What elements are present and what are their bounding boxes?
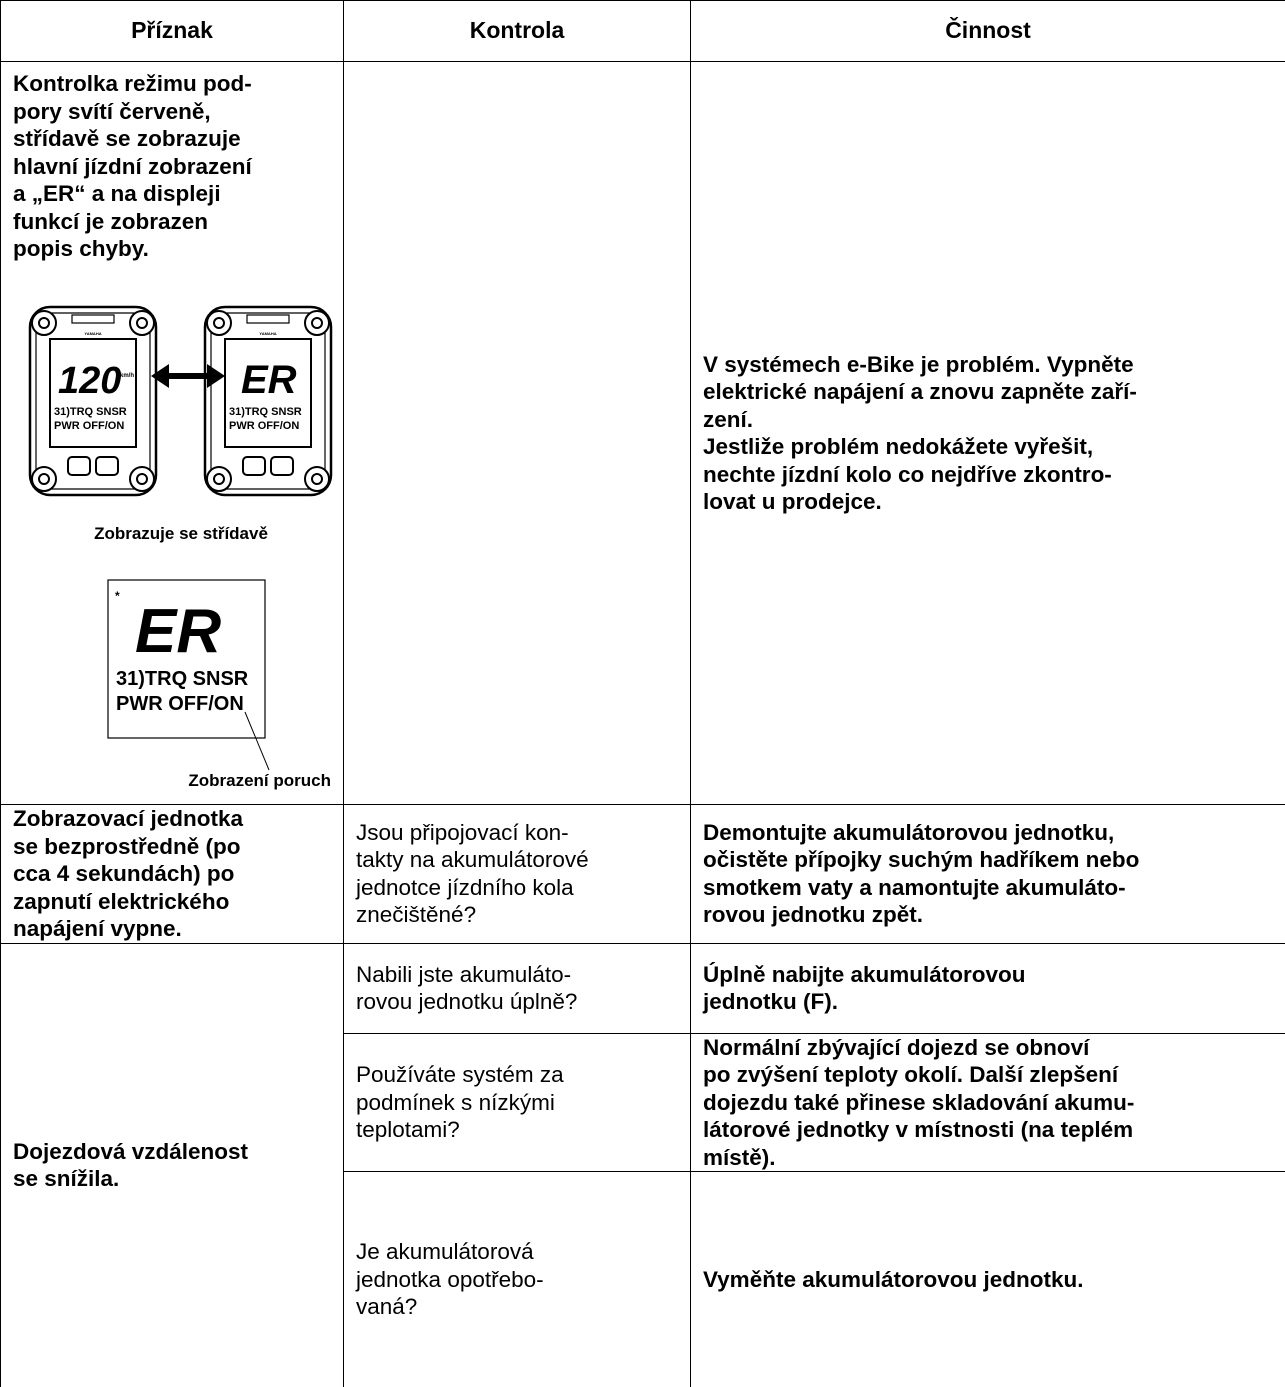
text-line: pory svítí červeně, — [13, 98, 331, 126]
text-line: Vyměňte akumulátorovou jednotku. — [703, 1266, 1273, 1294]
action-cell: Vyměňte akumulátorovou jednotku. — [691, 1172, 1285, 1387]
symptom-content: Kontrolka režimu pod-pory svítí červeně,… — [13, 70, 331, 803]
text-line: hlavní jízdní zobrazení — [13, 153, 331, 181]
check-cell: Nabili jste akumuláto-rovou jednotku úpl… — [344, 943, 691, 1033]
header-cell: Činnost — [691, 1, 1285, 62]
text-line: Jsou připojovací kon- — [356, 819, 678, 847]
text-line: jednotce jízdního kola — [356, 874, 678, 902]
caption: Zobrazuje se střídavě — [94, 524, 268, 543]
text-line: teplotami? — [356, 1116, 678, 1144]
text-line: Zobrazovací jednotka — [13, 805, 331, 833]
text-line: funkcí je zobrazen — [13, 208, 331, 236]
text-line: jednotku (F). — [703, 988, 1273, 1016]
text-line: látorové jednotky v místnosti (na teplém — [703, 1116, 1273, 1144]
page: {"table": { "headers": ["Příznak", "Kont… — [0, 0, 1285, 1349]
message: 31)TRQ SNSR — [116, 668, 249, 690]
brand: YAMAHA — [84, 331, 101, 336]
text-line: smotkem vaty a namontujte akumuláto- — [703, 874, 1273, 902]
text-line: podmínek s nízkými — [356, 1089, 678, 1117]
header-cell: Kontrola — [344, 1, 691, 62]
text-line: vaná? — [356, 1293, 678, 1321]
text-line: Nabili jste akumuláto- — [356, 961, 678, 989]
text-line: po zvýšení teploty okolí. Další zlepšení — [703, 1061, 1273, 1089]
text-line: se snížila. — [13, 1165, 331, 1193]
display-unit: YAMAHA 120 km/h 31)TRQ SNSR PWR OFF/ON — [30, 307, 156, 495]
text-line: zapnutí elektrického — [13, 888, 331, 916]
text-line: Je akumulátorová — [356, 1238, 678, 1266]
text-line: střídavě se zobrazuje — [13, 125, 331, 153]
text-line: zení. — [703, 406, 1273, 434]
text-line: očistěte přípojky suchým hadříkem nebo — [703, 846, 1273, 874]
message: 31)TRQ SNSR — [54, 406, 127, 418]
text-line: rovou jednotku zpět. — [703, 901, 1273, 929]
text-line: Demontujte akumulátorovou jednotku, — [703, 819, 1273, 847]
error-code: ER — [135, 597, 221, 666]
text-line: Dojezdová vzdálenost — [13, 1138, 331, 1166]
speed-unit: km/h — [120, 373, 134, 379]
message: PWR OFF/ON — [54, 420, 124, 432]
header-row: Příznak Kontrola Činnost — [1, 1, 1285, 62]
text-line: Normální zbývající dojezd se obnoví — [703, 1034, 1273, 1062]
brand: YAMAHA — [259, 331, 276, 336]
text-line: napájení vypne. — [13, 915, 331, 943]
header-cell: Příznak — [1, 1, 344, 62]
error-code: ER — [241, 358, 297, 402]
zoomed-display: * ER 31)TRQ SNSR PWR OFF/ON — [108, 580, 269, 770]
text-line: místě). — [703, 1144, 1273, 1172]
message: PWR OFF/ON — [116, 693, 244, 715]
action-cell: Demontujte akumulátorovou jednotku,očist… — [691, 805, 1285, 944]
check-cell — [344, 62, 691, 805]
text-line: a „ER“ a na displeji — [13, 180, 331, 208]
text-line: jednotka opotřebo- — [356, 1266, 678, 1294]
message: 31)TRQ SNSR — [229, 406, 302, 418]
text-line: se bezprostředně (po — [13, 833, 331, 861]
svg-text:*: * — [115, 589, 120, 603]
text-line: cca 4 sekundách) po — [13, 860, 331, 888]
text-line: dojezdu také přinese skladování akumu- — [703, 1089, 1273, 1117]
display-illustration: YAMAHA 120 km/h 31)TRQ SNSR PWR OFF/ON Y… — [13, 292, 333, 792]
display-unit: YAMAHA ER 31)TRQ SNSR PWR OFF/ON — [205, 307, 331, 495]
text-line: elektrické napájení a znovu zapněte zaří… — [703, 378, 1273, 406]
text-line: nechte jízdní kolo co nejdříve zkontro- — [703, 461, 1273, 489]
text-line: lovat u prodejce. — [703, 488, 1273, 516]
text-line: Jestliže problém nedokážete vyřešit, — [703, 433, 1273, 461]
text-line: popis chyby. — [13, 235, 331, 263]
text-line: Kontrolka režimu pod- — [13, 70, 331, 98]
check-cell: Jsou připojovací kon-takty na akumulátor… — [344, 805, 691, 944]
text-line: rovou jednotku úplně? — [356, 988, 678, 1016]
page-body: Příznak Kontrola Činnost Kontrolka režim… — [0, 0, 1285, 1349]
text-line: znečištěné? — [356, 901, 678, 929]
table-row: Kontrolka režimu pod-pory svítí červeně,… — [1, 62, 1285, 805]
text-line: V systémech e-Bike je problém. Vypněte — [703, 351, 1273, 379]
text-line: takty na akumulátorové — [356, 846, 678, 874]
caption: Zobrazení poruch — [188, 771, 331, 790]
text-line: Používáte systém za — [356, 1061, 678, 1089]
text-line: Úplně nabijte akumulátorovou — [703, 961, 1273, 989]
speed: 120 — [58, 360, 121, 402]
symptom-cell: Kontrolka režimu pod-pory svítí červeně,… — [1, 62, 344, 805]
message: PWR OFF/ON — [229, 420, 299, 432]
